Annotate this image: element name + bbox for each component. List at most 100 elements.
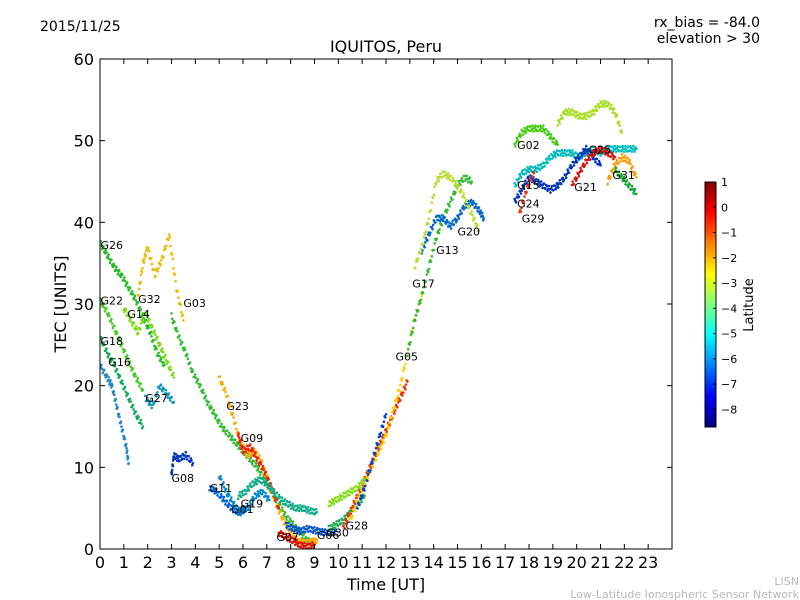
colorbar-tick-label: −1 xyxy=(721,227,737,240)
data-point xyxy=(449,174,453,178)
data-point xyxy=(371,465,375,469)
data-point xyxy=(265,473,269,477)
data-point xyxy=(344,517,348,521)
data-point xyxy=(251,495,255,499)
data-point xyxy=(547,132,551,136)
data-point xyxy=(214,487,218,490)
data-point xyxy=(290,536,293,540)
data-point xyxy=(123,310,126,314)
data-point xyxy=(549,191,552,194)
data-point xyxy=(382,420,386,424)
data-point xyxy=(439,219,442,223)
data-point xyxy=(351,492,354,495)
data-point xyxy=(199,383,203,387)
data-point xyxy=(117,412,121,416)
data-point xyxy=(608,150,612,154)
data-point xyxy=(425,273,429,276)
data-point xyxy=(362,487,366,490)
footer-lisn: LISN xyxy=(774,575,799,588)
data-point xyxy=(173,273,177,276)
data-point xyxy=(559,182,563,186)
data-point xyxy=(294,525,298,529)
data-point xyxy=(382,440,386,444)
data-point xyxy=(123,437,127,441)
data-point xyxy=(632,192,635,195)
data-point xyxy=(612,167,615,170)
data-point xyxy=(220,380,224,384)
data-point xyxy=(514,145,517,148)
data-point xyxy=(264,470,268,474)
data-point xyxy=(303,530,307,534)
data-point xyxy=(164,388,168,392)
data-point xyxy=(554,143,557,146)
sat-label-g06: G06 xyxy=(317,529,340,542)
data-point xyxy=(259,488,262,492)
data-point xyxy=(140,422,143,426)
data-point xyxy=(634,172,637,175)
data-point xyxy=(246,455,250,459)
data-point xyxy=(468,206,472,209)
data-point xyxy=(614,166,618,170)
data-point xyxy=(168,235,172,239)
data-point xyxy=(421,291,425,295)
data-point xyxy=(306,542,309,546)
data-point xyxy=(179,303,182,307)
data-point xyxy=(420,294,424,298)
data-point xyxy=(135,327,138,331)
data-point xyxy=(120,425,123,428)
data-point xyxy=(445,211,449,214)
data-point xyxy=(562,109,566,113)
data-point xyxy=(171,257,174,261)
data-point xyxy=(306,530,310,533)
series-g13 xyxy=(420,198,486,255)
data-point xyxy=(289,507,293,510)
data-point xyxy=(581,152,584,156)
data-point xyxy=(620,174,624,178)
data-point xyxy=(297,509,301,513)
data-point xyxy=(120,342,124,346)
data-point xyxy=(104,349,107,352)
data-point xyxy=(385,430,389,434)
data-point xyxy=(451,176,455,180)
data-point xyxy=(589,110,592,113)
data-point xyxy=(238,491,241,494)
data-point xyxy=(127,314,131,318)
elevation-label: elevation > 30 xyxy=(657,31,760,47)
data-point xyxy=(114,397,117,401)
data-point xyxy=(115,265,118,269)
data-point xyxy=(396,395,399,398)
data-point xyxy=(100,367,104,371)
series-g06 xyxy=(284,521,338,537)
data-point xyxy=(463,206,467,209)
data-point xyxy=(390,416,394,420)
data-point xyxy=(187,454,190,458)
data-point xyxy=(169,365,172,369)
data-point xyxy=(115,367,119,371)
data-point xyxy=(327,524,331,528)
data-point xyxy=(133,294,137,298)
data-point xyxy=(421,242,425,246)
data-point xyxy=(108,261,112,265)
data-point xyxy=(236,442,240,446)
data-point xyxy=(253,453,256,457)
data-point xyxy=(235,505,239,508)
data-point xyxy=(113,365,117,368)
data-point xyxy=(469,198,473,202)
data-point xyxy=(112,390,116,393)
x-tick-label: 22 xyxy=(614,553,634,572)
data-point xyxy=(616,144,619,148)
data-point xyxy=(541,165,544,169)
data-point xyxy=(155,347,158,351)
data-point xyxy=(451,198,454,201)
data-point xyxy=(219,475,222,478)
data-point xyxy=(124,308,128,312)
data-point xyxy=(283,498,287,501)
data-point xyxy=(138,306,142,309)
data-point xyxy=(472,201,476,205)
data-point xyxy=(105,351,109,355)
series-g05b xyxy=(356,413,388,510)
data-point xyxy=(283,511,287,514)
data-point xyxy=(607,102,611,106)
data-point xyxy=(141,266,144,270)
